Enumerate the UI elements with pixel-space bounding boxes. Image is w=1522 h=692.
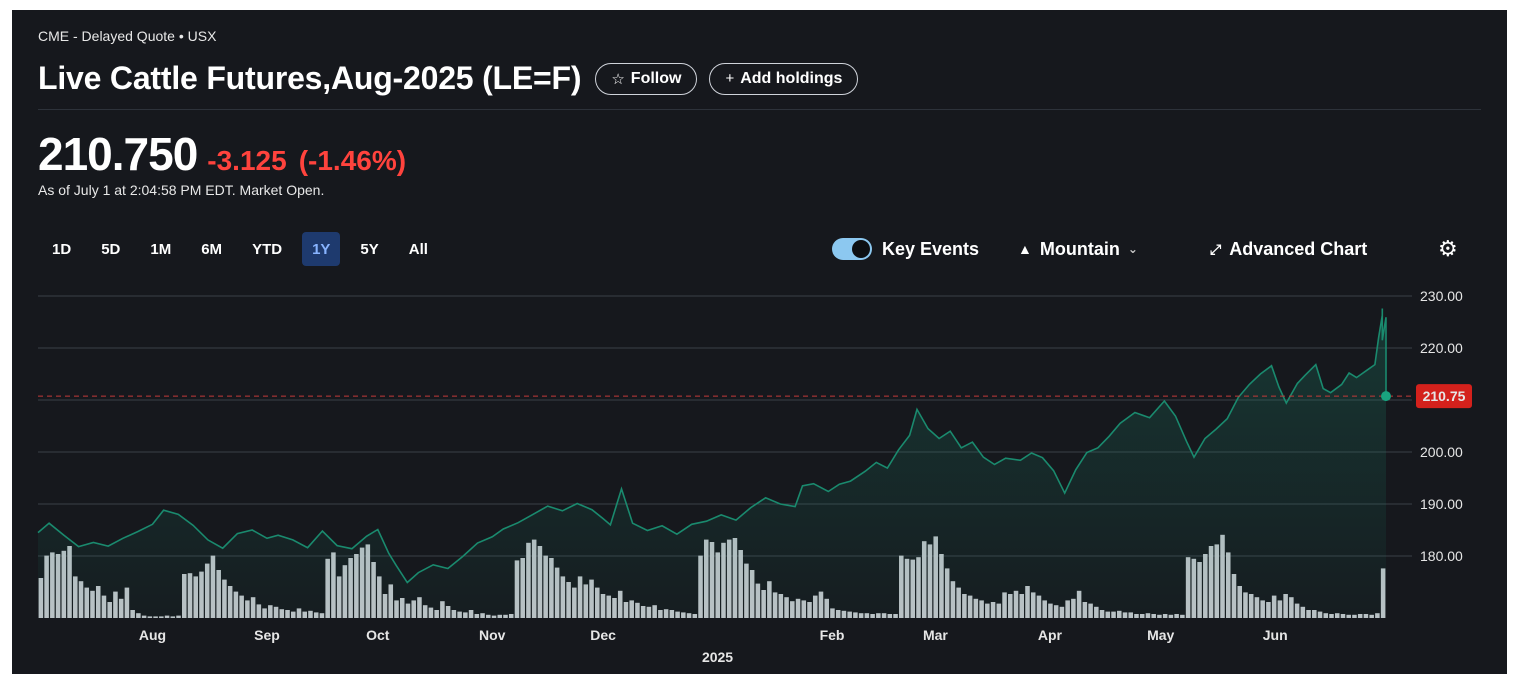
y-tick-label: 180.00 — [1420, 548, 1463, 564]
as-of-timestamp: As of July 1 at 2:04:58 PM EDT. Market O… — [38, 182, 325, 198]
y-tick-label: 190.00 — [1420, 496, 1463, 512]
key-events-label: Key Events — [882, 238, 980, 259]
mountain-area — [38, 308, 1386, 618]
current-price-tag-label: 210.75 — [1423, 388, 1466, 404]
chart-style-dropdown[interactable]: ▲ Mountain ⌄ — [1018, 232, 1138, 266]
x-tick-label: Feb — [820, 627, 845, 643]
range-all[interactable]: All — [408, 240, 428, 258]
add-holdings-button[interactable]: + Add holdings — [709, 62, 859, 95]
add-holdings-label: Add holdings — [740, 69, 843, 87]
x-tick-label: Mar — [923, 627, 948, 643]
x-tick-label: Apr — [1038, 627, 1063, 643]
price-change: -3.125 — [207, 145, 287, 176]
current-price-tag — [1416, 384, 1472, 409]
range-1m[interactable]: 1M — [150, 240, 172, 258]
expand-icon: ⤢ — [1210, 240, 1222, 257]
range-1y[interactable]: 1Y — [302, 232, 341, 266]
advanced-chart-label: Advanced Chart — [1229, 238, 1368, 259]
x-tick-label: Aug — [139, 627, 166, 643]
current-price-marker — [1381, 391, 1391, 402]
advanced-chart-button[interactable]: ⤢ Advanced Chart — [1210, 232, 1367, 266]
chevron-down-icon: ⌄ — [1127, 242, 1138, 256]
x-tick-label: Sep — [254, 627, 280, 643]
follow-label: Follow — [630, 69, 682, 87]
mountain-icon: ▲ — [1018, 241, 1032, 257]
range-6m[interactable]: 6M — [201, 240, 223, 258]
page-title: Live Cattle Futures,Aug-2025 (LE=F) — [38, 60, 582, 96]
plus-icon: + — [725, 70, 735, 87]
chart-style-label: Mountain — [1039, 238, 1120, 259]
star-icon: ☆ — [611, 70, 625, 88]
x-tick-label: Dec — [590, 627, 616, 643]
current-price: 210.750 — [38, 128, 198, 180]
x-tick-label: Oct — [366, 627, 390, 643]
y-tick-label: 220.00 — [1420, 340, 1463, 356]
range-1d[interactable]: 1D — [52, 240, 72, 258]
key-events-toggle[interactable]: Key Events — [832, 232, 979, 266]
toggle-switch[interactable] — [832, 238, 872, 260]
y-tick-label: 200.00 — [1420, 444, 1463, 460]
title-row: Live Cattle Futures,Aug-2025 (LE=F) ☆ Fo… — [38, 60, 859, 97]
x-tick-label: Nov — [479, 627, 506, 643]
x-year-label: 2025 — [702, 649, 733, 665]
y-tick-label: 230.00 — [1420, 288, 1463, 304]
range-5d[interactable]: 5D — [101, 240, 121, 258]
gear-icon[interactable]: ⚙ — [1438, 236, 1458, 261]
price-chart[interactable]: 230.00220.00210.00200.00190.00180.00210.… — [12, 10, 1507, 674]
price-row: 210.750 -3.125 (-1.46%) — [38, 127, 406, 181]
divider — [38, 109, 1481, 110]
x-tick-label: Jun — [1263, 627, 1288, 643]
quote-source: CME - Delayed Quote • USX — [38, 28, 217, 44]
follow-button[interactable]: ☆ Follow — [595, 62, 698, 95]
price-change-percent: (-1.46%) — [298, 145, 407, 176]
range-5y[interactable]: 5Y — [360, 240, 379, 258]
range-selector: 1D 5D 1M 6M YTD 1Y 5Y All — [42, 232, 448, 266]
range-ytd[interactable]: YTD — [252, 240, 283, 258]
quote-panel: CME - Delayed Quote • USX Live Cattle Fu… — [12, 10, 1507, 674]
price-line — [37, 308, 1387, 584]
x-tick-label: May — [1147, 627, 1174, 643]
